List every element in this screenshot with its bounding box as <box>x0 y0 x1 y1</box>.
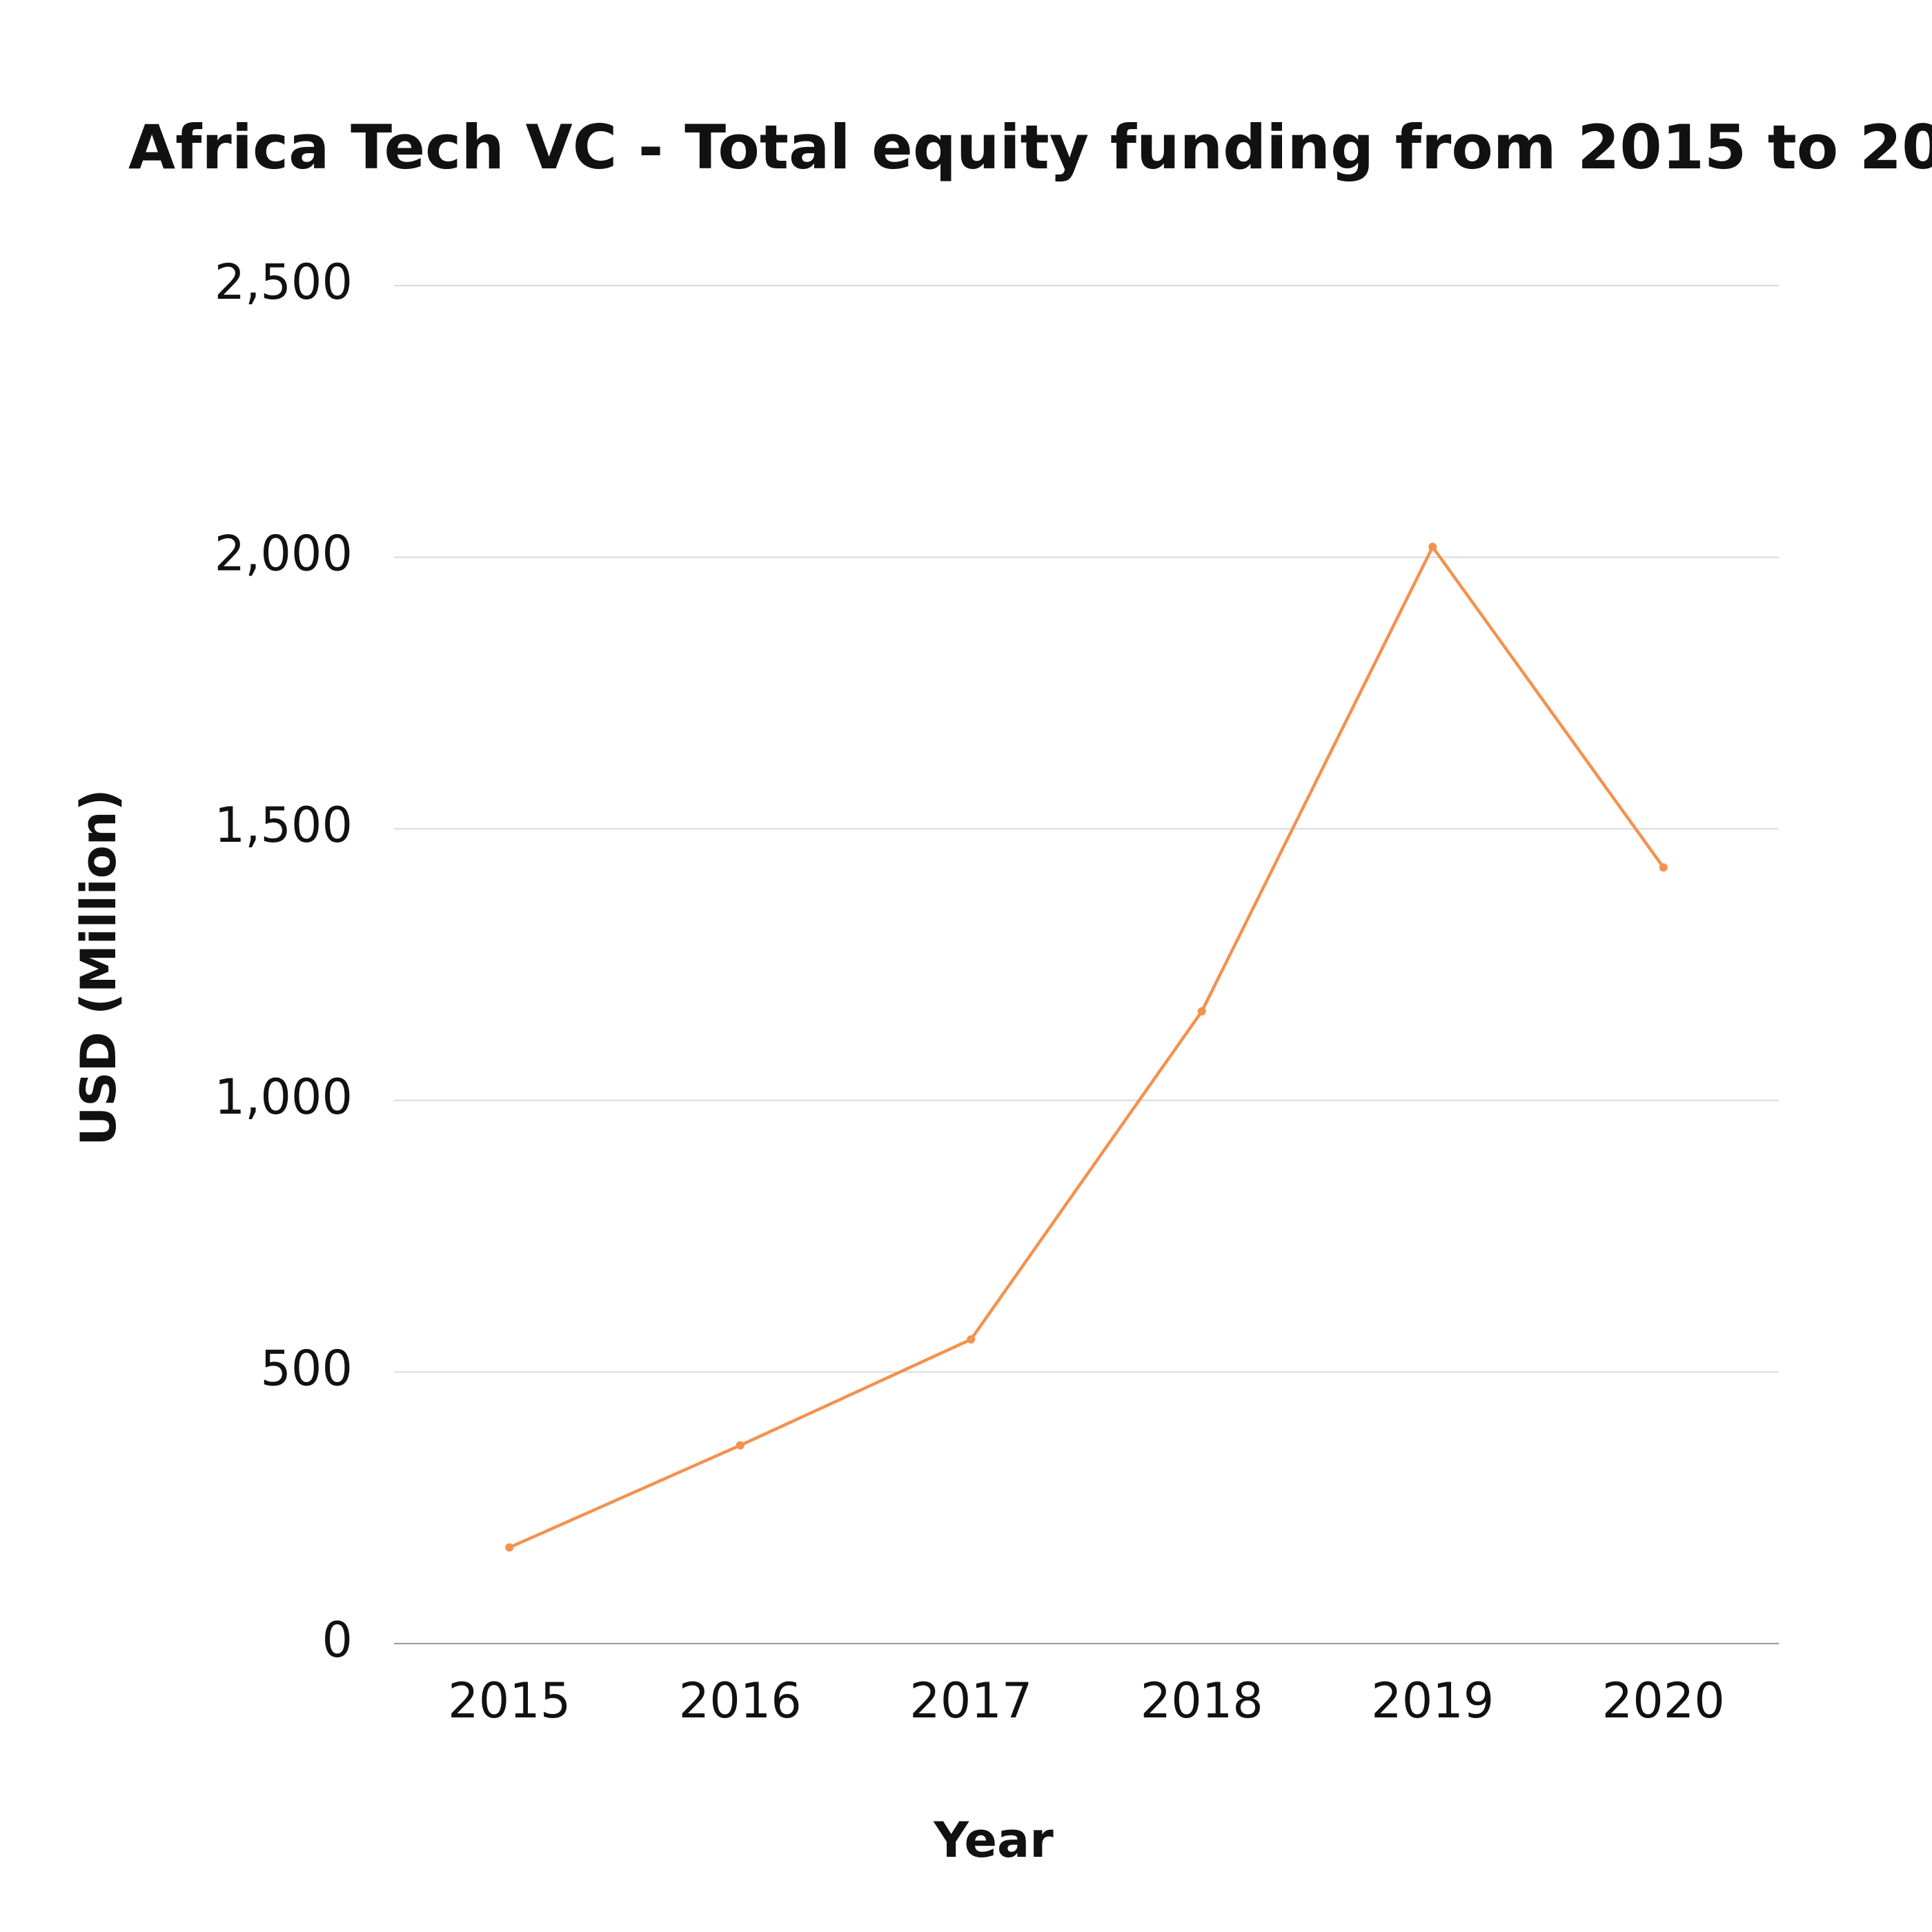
data-point <box>1659 863 1668 872</box>
x-tick-label: 2018 <box>1141 1673 1263 1729</box>
data-point <box>736 1441 745 1450</box>
x-axis-title: Year <box>933 1812 1054 1869</box>
y-tick-label: 500 <box>260 1340 353 1397</box>
series-line <box>509 545 1665 1549</box>
y-tick-label: 1,000 <box>215 1069 353 1125</box>
x-tick-label: 2019 <box>1371 1673 1494 1729</box>
x-tick-label: 2017 <box>909 1673 1032 1729</box>
data-point <box>1197 1007 1206 1016</box>
data-point <box>1428 542 1437 551</box>
y-axis-title: USD (Million) <box>70 789 127 1145</box>
y-tick-label: 2,000 <box>215 526 353 582</box>
y-tick-label: 2,500 <box>215 254 353 310</box>
y-tick-label: 0 <box>322 1612 353 1668</box>
data-point <box>967 1335 976 1344</box>
x-tick-label: 2020 <box>1602 1673 1725 1729</box>
chart-title: Africa Tech VC - Total equity funding fr… <box>128 112 1932 183</box>
x-tick-label: 2016 <box>679 1673 802 1729</box>
x-tick-label: 2015 <box>448 1673 571 1729</box>
data-point <box>505 1543 514 1552</box>
y-tick-label: 1,500 <box>215 797 353 854</box>
